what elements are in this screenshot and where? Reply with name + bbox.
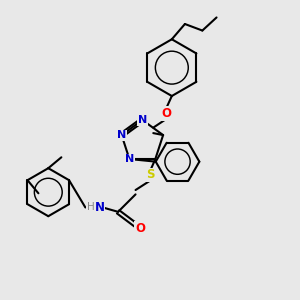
Text: N: N [117, 130, 126, 140]
Text: O: O [161, 107, 171, 120]
Text: N: N [94, 201, 105, 214]
Text: S: S [147, 168, 155, 181]
Text: H: H [87, 202, 95, 212]
Text: N: N [138, 115, 147, 125]
Text: N: N [125, 154, 134, 164]
Text: O: O [135, 222, 145, 235]
